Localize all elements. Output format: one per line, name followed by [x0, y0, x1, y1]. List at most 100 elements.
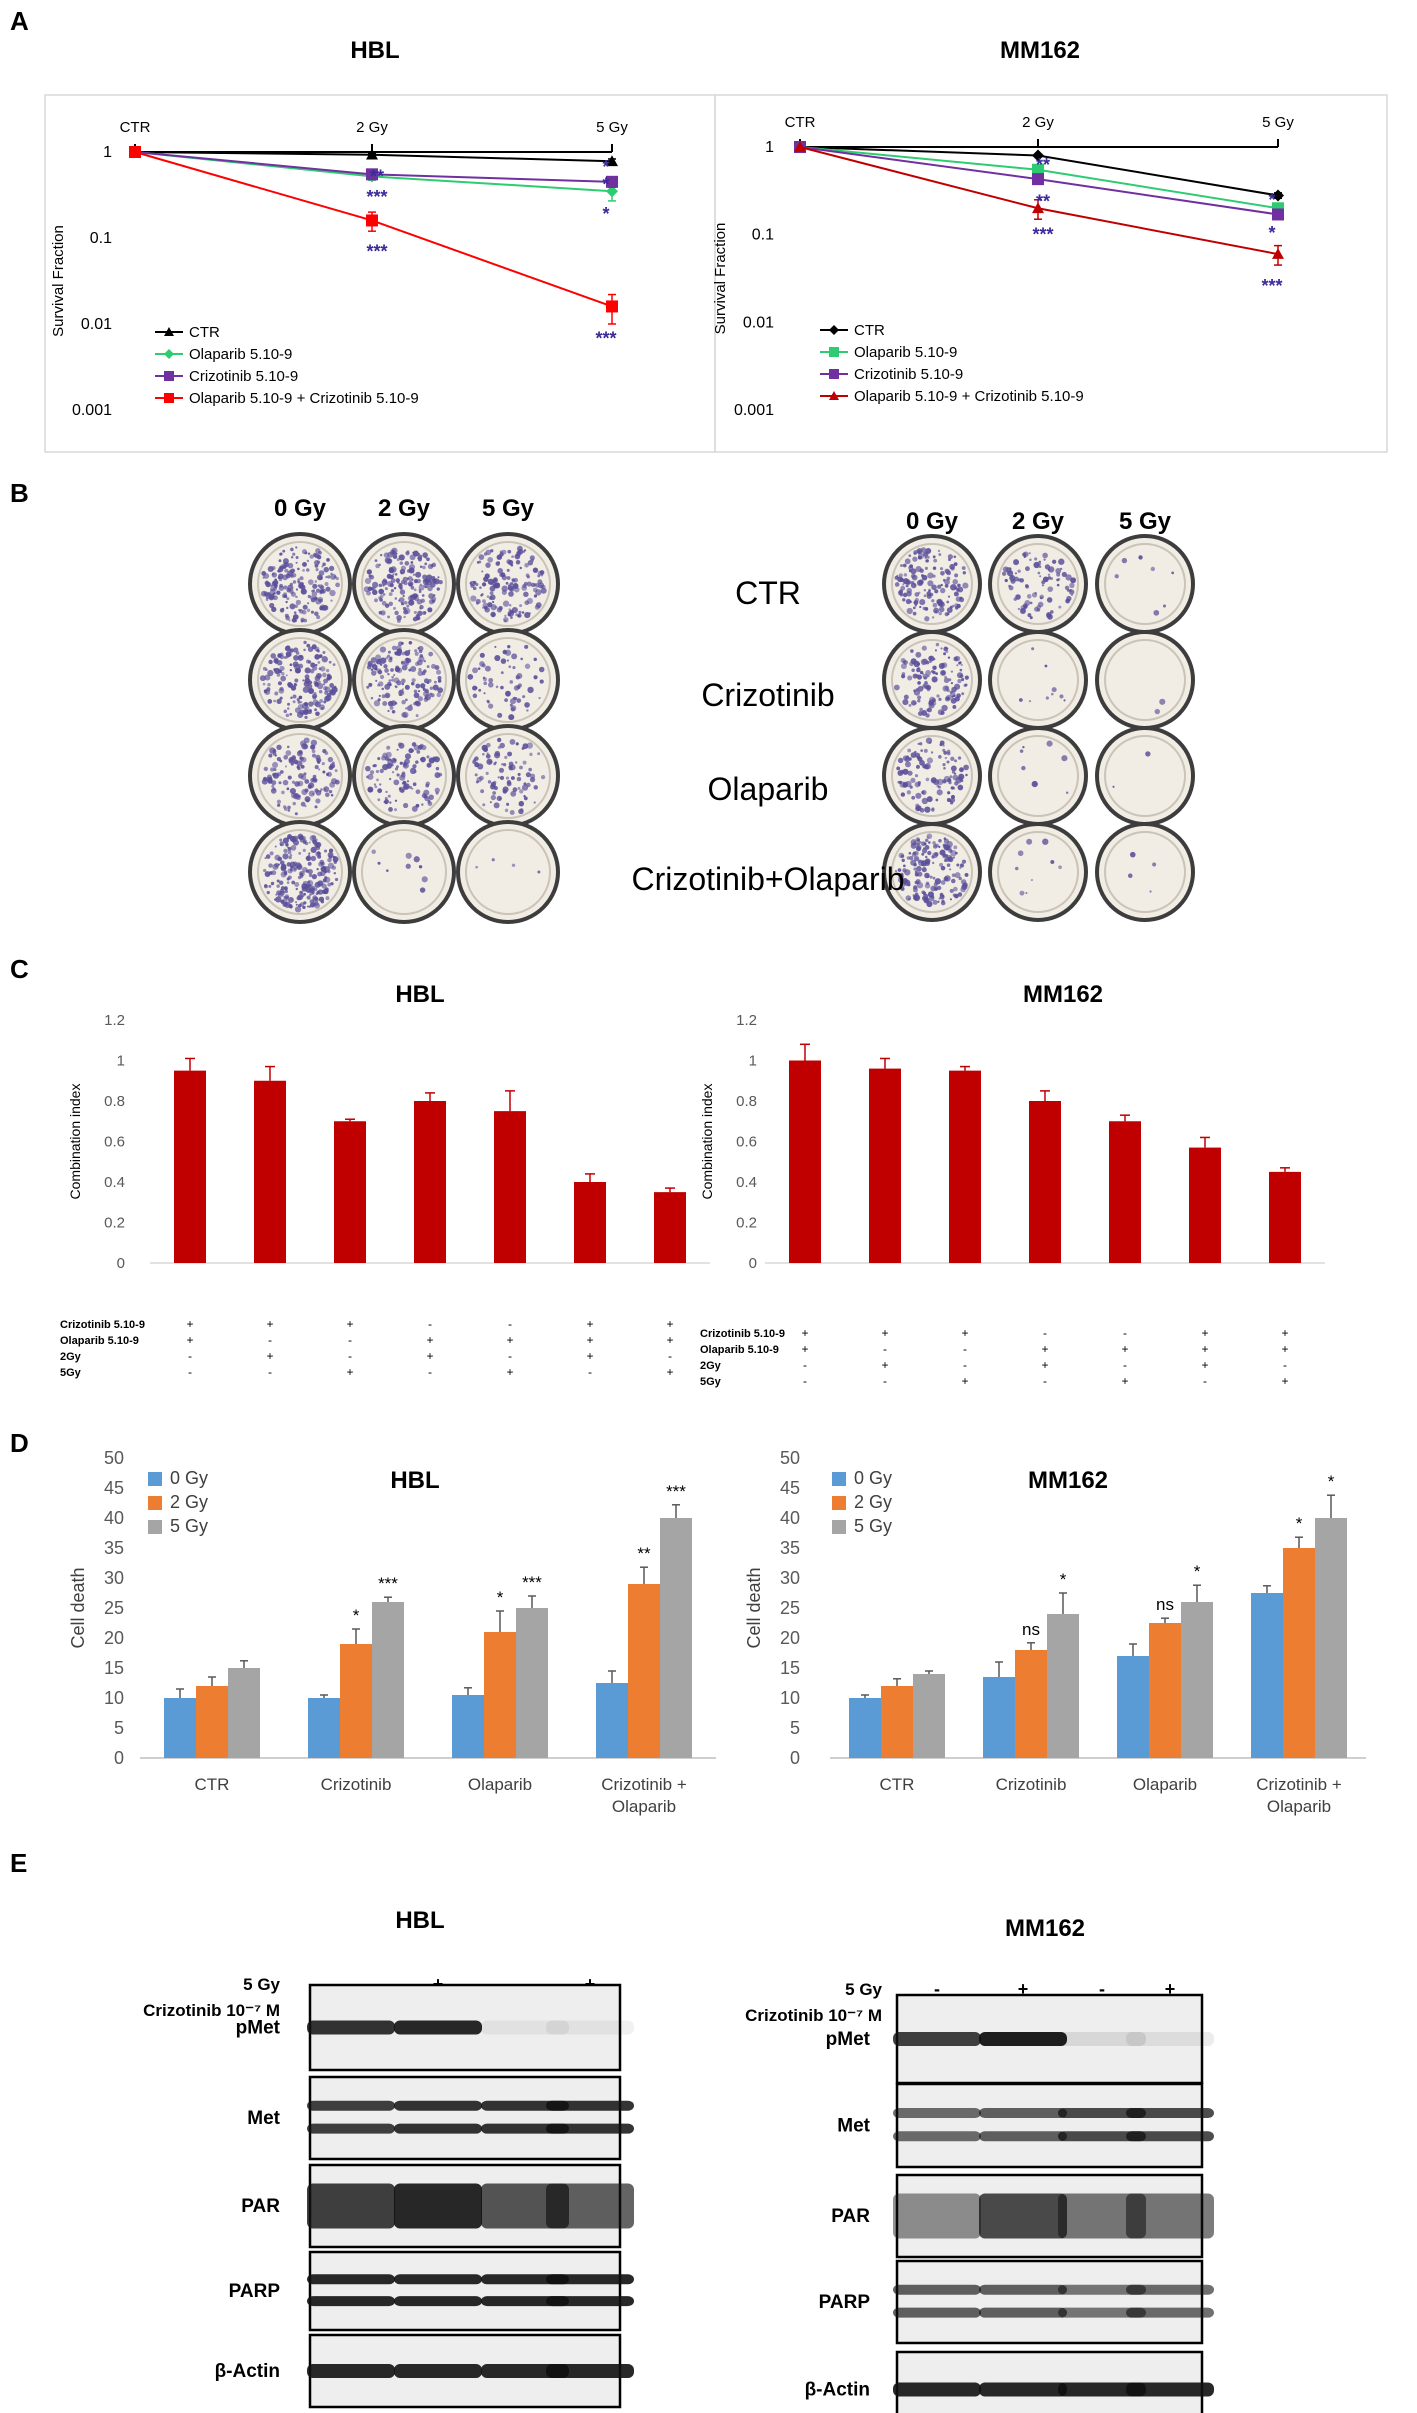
colony	[416, 750, 421, 754]
colony	[917, 783, 921, 786]
colony	[1017, 850, 1024, 857]
colony	[422, 552, 428, 558]
colony	[1043, 558, 1046, 561]
colony	[379, 674, 385, 680]
condition-sign: +	[506, 1333, 513, 1347]
colony	[947, 656, 951, 659]
colony	[1046, 597, 1053, 603]
colony	[294, 604, 299, 608]
colony	[904, 558, 911, 565]
colony	[398, 689, 405, 696]
band	[1058, 2032, 1146, 2046]
colony	[334, 769, 338, 773]
colony	[1152, 862, 1157, 867]
colony	[379, 646, 387, 653]
legend-swatch	[148, 1496, 162, 1510]
colony	[488, 703, 494, 709]
colony	[395, 578, 400, 583]
colony	[920, 841, 926, 847]
band	[546, 2274, 634, 2285]
colony	[915, 837, 921, 842]
colony	[961, 566, 966, 571]
colony	[303, 901, 307, 905]
colony	[921, 790, 925, 795]
band	[1058, 2108, 1146, 2119]
significance-marker: *	[1060, 1570, 1067, 1589]
colony	[916, 674, 922, 680]
bar	[494, 1111, 526, 1263]
colony	[284, 568, 289, 573]
bar	[1251, 1593, 1283, 1758]
colony	[917, 711, 923, 716]
colony	[958, 876, 962, 881]
colony	[1027, 613, 1032, 618]
band	[1058, 2131, 1146, 2142]
colony	[493, 802, 500, 809]
colony	[427, 585, 433, 592]
bar	[1015, 1650, 1047, 1758]
condition-sign: +	[666, 1317, 673, 1331]
colony	[1041, 580, 1046, 585]
colony	[386, 745, 391, 750]
bar	[654, 1192, 686, 1263]
colony	[921, 852, 925, 856]
legend-entry: 5 Gy	[854, 1516, 892, 1536]
colony	[390, 578, 396, 584]
colony	[418, 865, 423, 869]
colony	[959, 866, 962, 869]
condition-sign: -	[803, 1374, 807, 1388]
condition-sign: +	[1201, 1326, 1208, 1340]
colony	[330, 572, 333, 576]
colony	[410, 665, 417, 672]
colony	[403, 615, 406, 619]
y-tick-label: 25	[780, 1598, 800, 1618]
colony	[425, 781, 430, 786]
colony	[964, 872, 969, 877]
colony	[926, 593, 932, 599]
band	[394, 2364, 482, 2378]
colony	[265, 854, 271, 859]
colony	[910, 777, 916, 783]
colony	[406, 604, 410, 608]
condition-sign: +	[961, 1326, 968, 1340]
colony	[512, 582, 519, 589]
colony	[515, 559, 521, 565]
colony	[409, 767, 417, 775]
colony	[431, 596, 437, 602]
colony	[482, 602, 489, 609]
condition-sign: +	[801, 1326, 808, 1340]
colony	[951, 873, 956, 878]
colony	[285, 674, 288, 677]
colony	[472, 759, 477, 764]
colony	[332, 663, 336, 667]
colony	[526, 742, 533, 749]
colony	[261, 571, 267, 576]
data-point	[606, 175, 618, 188]
colony	[938, 845, 941, 848]
colony	[286, 862, 292, 867]
colony	[922, 684, 927, 689]
colony	[901, 882, 906, 887]
colony	[486, 758, 493, 765]
colony	[905, 780, 912, 788]
colony	[925, 713, 930, 718]
y-tick-label: 0.1	[752, 227, 774, 244]
colony	[297, 780, 304, 787]
significance-marker: ***	[366, 187, 387, 207]
colony	[906, 856, 911, 860]
colony	[1036, 561, 1042, 566]
colony	[270, 586, 276, 592]
y-tick-label: 5	[790, 1718, 800, 1738]
x-tick-label: Crizotinib	[321, 1775, 392, 1794]
colony	[956, 863, 960, 867]
colony	[428, 794, 434, 801]
colony	[928, 841, 931, 844]
colony	[327, 857, 332, 863]
y-tick-label: 0.8	[104, 1093, 125, 1110]
colony	[950, 566, 955, 571]
colony	[301, 774, 307, 781]
colony	[289, 835, 296, 842]
colony	[285, 843, 289, 847]
